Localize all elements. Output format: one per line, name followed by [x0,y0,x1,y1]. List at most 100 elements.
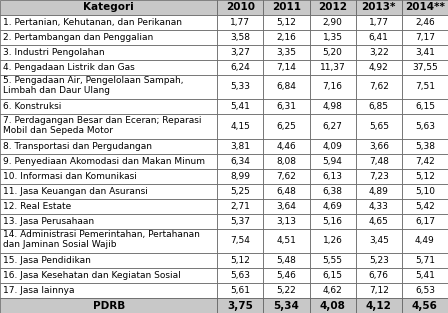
Text: 5,12: 5,12 [276,18,297,27]
Text: 2,71: 2,71 [230,202,250,211]
Bar [356,283,402,298]
Bar [402,45,448,59]
Text: 6,53: 6,53 [415,286,435,295]
Bar [402,268,448,283]
Bar [217,154,263,169]
Bar [356,254,402,268]
Text: 6. Konstruksi: 6. Konstruksi [3,102,61,111]
Text: 12. Real Estate: 12. Real Estate [3,202,71,211]
Bar [263,114,310,139]
Bar [263,214,310,228]
Text: 4,98: 4,98 [323,102,343,111]
Bar [263,30,310,45]
Text: 4,49: 4,49 [415,236,435,245]
Text: 7,42: 7,42 [415,157,435,166]
Bar [217,59,263,74]
Bar [0,268,217,283]
Text: 2014**: 2014** [405,3,445,13]
Text: 7,62: 7,62 [276,172,297,181]
Bar [310,184,356,199]
Text: 4,33: 4,33 [369,202,389,211]
Text: 6,17: 6,17 [415,217,435,226]
Text: 5,12: 5,12 [230,256,250,265]
Bar [310,59,356,74]
Text: 3,64: 3,64 [276,202,297,211]
Bar [310,228,356,254]
Text: 13. Jasa Perusahaan: 13. Jasa Perusahaan [3,217,94,226]
Text: 10. Informasi dan Komunikasi: 10. Informasi dan Komunikasi [3,172,137,181]
Text: 3,35: 3,35 [276,48,297,57]
Text: 3,41: 3,41 [415,48,435,57]
Bar [310,199,356,214]
Text: 6,41: 6,41 [369,33,389,42]
Text: 5,65: 5,65 [369,122,389,131]
Bar [356,0,402,15]
Text: 37,55: 37,55 [412,63,438,72]
Bar [0,74,217,99]
Bar [310,74,356,99]
Bar [217,298,263,313]
Text: 11. Jasa Keuangan dan Asuransi: 11. Jasa Keuangan dan Asuransi [3,187,148,196]
Bar [402,99,448,114]
Text: 5,61: 5,61 [230,286,250,295]
Bar [310,154,356,169]
Text: 2012: 2012 [318,3,347,13]
Bar [402,59,448,74]
Bar [310,15,356,30]
Bar [217,45,263,59]
Text: 4,46: 4,46 [276,142,297,151]
Bar [402,139,448,154]
Bar [263,169,310,184]
Text: 2,16: 2,16 [276,33,297,42]
Text: Limbah dan Daur Ulang: Limbah dan Daur Ulang [3,86,110,95]
Bar [217,74,263,99]
Bar [263,15,310,30]
Bar [0,154,217,169]
Bar [356,15,402,30]
Text: 17. Jasa lainnya: 17. Jasa lainnya [3,286,75,295]
Bar [310,0,356,15]
Bar [310,99,356,114]
Bar [217,254,263,268]
Text: 6,84: 6,84 [276,82,297,91]
Text: 6,25: 6,25 [276,122,297,131]
Text: 3,22: 3,22 [369,48,389,57]
Bar [402,199,448,214]
Text: 6,15: 6,15 [323,271,343,280]
Text: 5,25: 5,25 [230,187,250,196]
Text: 4. Pengadaan Listrik dan Gas: 4. Pengadaan Listrik dan Gas [3,63,135,72]
Text: 9. Penyediaan Akomodasi dan Makan Minum: 9. Penyediaan Akomodasi dan Makan Minum [3,157,205,166]
Bar [310,114,356,139]
Bar [0,283,217,298]
Text: 4,15: 4,15 [230,122,250,131]
Bar [0,30,217,45]
Bar [402,169,448,184]
Text: 5,42: 5,42 [415,202,435,211]
Bar [263,59,310,74]
Text: PDRB: PDRB [93,300,125,310]
Text: 4,65: 4,65 [369,217,389,226]
Bar [263,298,310,313]
Bar [402,298,448,313]
Bar [217,30,263,45]
Text: 3,13: 3,13 [276,217,297,226]
Text: 5,41: 5,41 [415,271,435,280]
Text: 4,89: 4,89 [369,187,389,196]
Text: 3,66: 3,66 [369,142,389,151]
Bar [310,268,356,283]
Text: 6,38: 6,38 [323,187,343,196]
Bar [263,45,310,59]
Text: 4,62: 4,62 [323,286,343,295]
Bar [310,298,356,313]
Text: 5,16: 5,16 [323,217,343,226]
Bar [402,254,448,268]
Text: 6,76: 6,76 [369,271,389,280]
Bar [0,59,217,74]
Text: 7,16: 7,16 [323,82,343,91]
Text: 2010: 2010 [226,3,255,13]
Text: 2,46: 2,46 [415,18,435,27]
Bar [217,99,263,114]
Text: 5,71: 5,71 [415,256,435,265]
Text: 6,31: 6,31 [276,102,297,111]
Bar [310,45,356,59]
